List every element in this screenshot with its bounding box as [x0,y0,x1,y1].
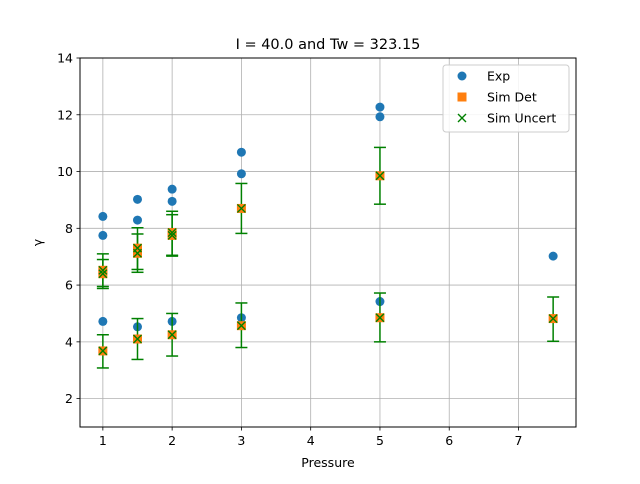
x-tick-label: 1 [99,433,107,448]
y-tick-label: 4 [65,334,73,349]
y-tick-label: 12 [57,107,73,122]
sim-uncert-point [98,265,108,275]
x-tick-label: 3 [237,433,245,448]
sim-uncert-point [167,228,177,238]
sim-uncert-point [167,230,177,240]
y-tick-label: 6 [65,278,73,293]
chart-title: I = 40.0 and Tw = 323.15 [236,37,421,53]
sim-uncert-point [236,203,246,213]
exp-point [98,230,108,240]
plot-frame [79,57,577,428]
y-tick-label: 2 [65,391,73,406]
sim-uncert-point [375,313,385,323]
sim-uncert-point [133,334,142,344]
sim-uncert-point [133,248,142,258]
legend-simuncert-label: Sim Uncert [487,111,556,126]
y-axis-label: γ [30,238,45,246]
exp-point [132,194,142,204]
sim-uncert-point [236,321,246,331]
legend-simuncert-marker [457,113,467,123]
exp-point [236,169,246,179]
legend-exp-marker [457,71,467,81]
exp-point [375,112,385,122]
exp-point [98,211,108,221]
sim-uncert-point [98,269,108,279]
x-tick-label: 2 [168,433,176,448]
sim-uncert-point [548,314,558,324]
exp-point [167,196,177,206]
y-tick-label: 14 [57,51,73,66]
exp-point [375,102,385,112]
sim-uncert-point [98,346,108,356]
legend-box [442,64,570,133]
y-tick-label: 8 [65,221,73,236]
exp-point [236,147,246,157]
x-tick-label: 7 [515,433,523,448]
sim-uncert-point [375,171,385,181]
sim-uncert-point [167,330,177,340]
x-axis-label: Pressure [301,455,355,470]
legend: Exp Sim Det Sim Uncert [442,64,570,133]
legend-simdet-label: Sim Det [487,90,537,105]
y-tick-label: 10 [57,164,73,179]
exp-point [98,316,108,326]
plot-data [96,102,560,369]
x-tick-label: 6 [445,433,453,448]
exp-point [132,215,142,225]
x-tick-label: 4 [307,433,315,448]
legend-simdet-marker [457,92,467,102]
legend-exp-label: Exp [487,69,510,84]
exp-point [167,184,177,194]
exp-point [548,251,558,261]
x-tick-label: 5 [376,433,384,448]
